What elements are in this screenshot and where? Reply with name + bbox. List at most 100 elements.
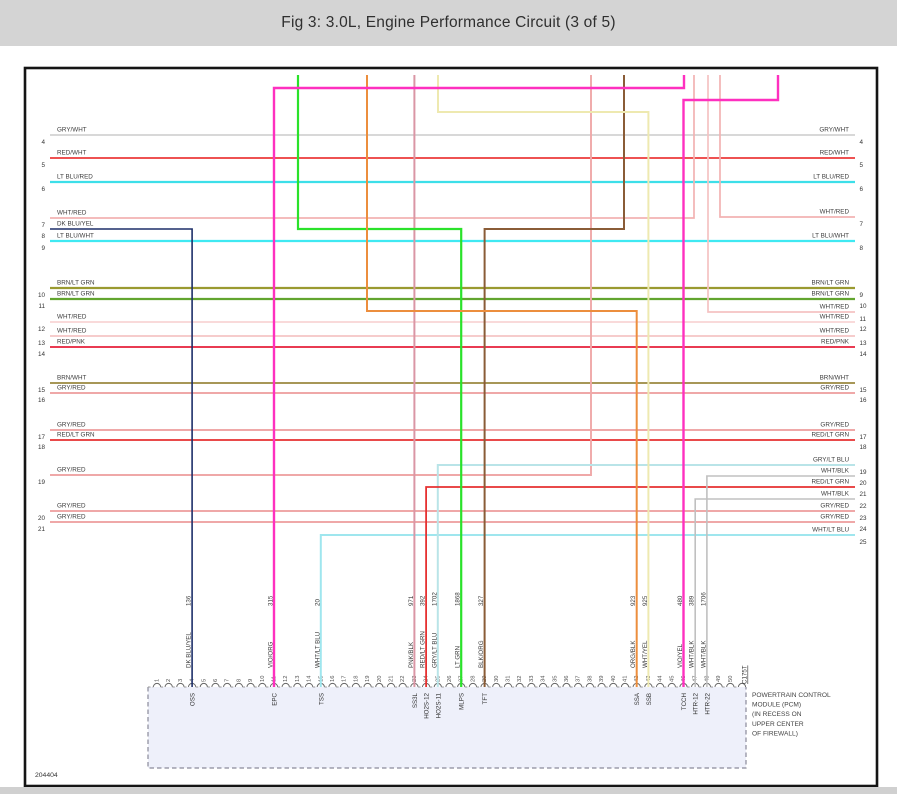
wire-vio-yel [682,75,780,687]
pin-number: 37 [576,676,582,682]
row-number-right: 19 [860,469,868,476]
wire-label-right: GRY/RED [820,385,849,392]
wire-label-left: RED/WHT [57,150,87,157]
pin-arc [585,682,594,688]
pin-arc [398,682,407,688]
wire-label-right: WHT/RED [820,304,850,311]
wire-color-name: PNK/BLK [408,641,415,668]
wire-color-name: WHT/LT BLU [314,632,321,668]
pin-number: 28 [470,676,476,682]
pcm-pin-name: TCCH [681,693,688,710]
row-number-left: 18 [38,444,46,451]
pin-number: 9 [248,679,254,682]
wire-red-ltgrn-r21 [425,486,855,687]
row-number-left: 9 [41,245,45,252]
pcm-note-line: UPPER CENTER [752,721,804,728]
pin-number: 7 [225,679,231,682]
row-number-left: 19 [38,479,46,486]
wire-label-left: WHT/RED [57,328,87,335]
pcm-note-line: (IN RECESS ON [752,711,802,718]
pin-number: 18 [353,676,359,682]
row-number-right: 18 [860,444,868,451]
wire-label-left: GRY/RED [57,514,86,521]
wire-wht-red-r11 [707,75,855,313]
figure-title-bar: Fig 3: 3.0L, Engine Performance Circuit … [0,0,897,46]
circuit-number: 971 [408,595,415,606]
wire-label-left: GRY/RED [57,385,86,392]
wire-color-name: VIO/YEL [677,643,684,668]
row-number-right: 9 [860,292,864,299]
row-number-right: 7 [860,221,864,228]
wire-label-left: GRY/WHT [57,127,87,134]
pin-number: 33 [529,676,535,682]
wire-label-right: BRN/WHT [820,375,850,382]
wire-label-right: LT BLU/RED [813,174,849,181]
pin-number: 14 [307,675,313,682]
pin-arc [527,682,536,688]
wire-label-right: WHT/RED [820,328,850,335]
row-number-left: 21 [38,526,46,533]
pin-arc [351,682,360,688]
pcm-pin-name: EPC [272,692,279,705]
pin-number: 8 [236,679,242,682]
pin-arc [152,682,162,688]
connector-id-label: C175T [742,665,749,684]
wire-label-right: RED/LT GRN [811,479,849,486]
wire-wht-red-l7 [50,75,695,219]
wire-label-right: LT BLU/WHT [812,233,849,240]
pin-arc [515,682,524,688]
pin-arc [281,682,290,688]
pin-arc [363,682,372,688]
pin-arc [445,682,454,688]
pin-arc [550,682,559,688]
wire-label-right: RED/PNK [821,339,850,346]
wire-wht-ltblu [319,534,855,687]
pcm-pin-name: TSS [318,693,325,705]
pcm-pin-name: SSA [634,692,641,705]
pin-arc [305,682,314,688]
row-number-right: 8 [860,245,864,252]
pin-arc [258,682,267,688]
pin-arc [667,682,676,688]
wire-label-left: GRY/RED [57,422,86,429]
wire-label-right: WHT/RED [820,314,850,321]
pcm-pin-name: HO2S-12 [424,692,431,718]
row-number-left: 20 [38,515,46,522]
pin-number: 40 [611,676,617,682]
circuit-number: 1706 [700,592,707,606]
row-number-right: 17 [860,434,868,441]
pcm-pin-name: MLPS [459,693,466,710]
pin-number: 6 [213,679,219,682]
pin-arc [223,682,232,688]
pin-arc [574,682,583,688]
pin-number: 32 [517,676,523,682]
wire-color-name: DK BLU/YEL [186,632,193,668]
pin-number: 17 [342,676,348,682]
circuit-number: 389 [689,595,696,606]
pcm-note-line: MODULE (PCM) [752,702,801,709]
wire-label-right: GRY/WHT [819,127,849,134]
circuit-number: 925 [642,595,649,606]
wire-color-name: VIO/ORG [268,641,275,668]
row-number-left: 12 [38,326,46,333]
wire-wht-blk-r20 [706,475,855,687]
pin-number: 21 [389,676,395,682]
row-number-left: 16 [38,397,46,404]
pin-arc [211,682,220,688]
circuit-number: 392 [420,595,427,606]
diagram-code: 204404 [35,772,58,779]
row-number-right: 22 [860,503,868,510]
pin-arc [539,682,548,688]
wire-label-left: BRN/LT GRN [57,291,95,298]
wire-wht-red-r7 [719,75,855,218]
wire-label-right: WHT/BLK [821,468,850,475]
pcm-pin-name: SSB [646,693,653,705]
row-number-right: 20 [860,480,868,487]
wire-color-name: ORG/BLK [630,640,637,668]
wire-gry-red-l19 [50,75,592,476]
pin-number: 49 [716,676,722,682]
pin-arc [176,682,185,688]
wire-color-name: WHT/YEL [642,640,649,668]
pin-number: 2 [166,679,172,682]
row-number-left: 11 [38,303,45,310]
